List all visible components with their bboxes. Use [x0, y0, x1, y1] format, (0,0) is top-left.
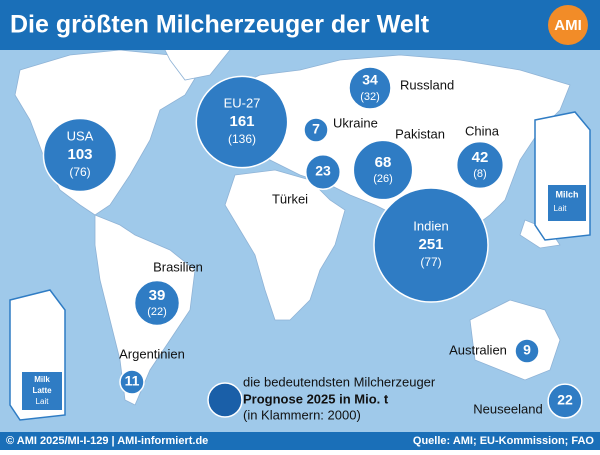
footer-bar: [0, 432, 600, 450]
value-label: 9: [523, 342, 531, 358]
value-label: 42: [472, 149, 489, 166]
value-label: 11: [125, 373, 140, 389]
bubble: [303, 117, 329, 143]
bubble: [373, 187, 489, 303]
value-2000: (32): [360, 91, 380, 103]
country-name: Indien: [413, 218, 448, 233]
carton-right: Milch Lait: [534, 111, 591, 241]
value-2000: (76): [69, 165, 90, 179]
value-label: 22: [557, 392, 573, 408]
value-2000: (136): [228, 132, 256, 146]
value-label: 161: [229, 113, 254, 130]
bubble: [304, 153, 342, 191]
country-name: Russland: [400, 77, 454, 92]
carton-text: Lait: [36, 397, 50, 406]
bubble: [133, 279, 181, 327]
bubble: [42, 117, 118, 193]
country-name: Neuseeland: [473, 401, 542, 416]
value-label: 68: [375, 154, 392, 171]
bubble: [514, 338, 540, 364]
value-label: 34: [362, 72, 378, 88]
footer-left: © AMI 2025/MI-I-129 | AMI-informiert.de: [6, 435, 208, 447]
carton-text: Lait: [554, 204, 568, 213]
value-label: 251: [418, 236, 443, 253]
logo-badge: [548, 5, 588, 45]
bubbles: USA 103 (76) EU-27 161 (136) Russland 34 (32) Ukr…: [42, 66, 583, 419]
value-2000: (77): [420, 255, 441, 269]
country-name: Pakistan: [395, 126, 445, 141]
logo: AMI: [554, 17, 582, 34]
value-2000: (22): [147, 306, 167, 318]
bubble: [119, 369, 145, 395]
carton-left: Milk Latte Lait: [9, 289, 66, 421]
carton-text: Latte: [32, 386, 52, 395]
country-name: China: [465, 123, 500, 138]
value-label: 103: [67, 146, 92, 163]
country-name: Brasilien: [153, 259, 203, 274]
title: Die größten Milcherzeuger der Welt: [10, 11, 430, 39]
value-label: 7: [312, 121, 320, 137]
country-name: Ukraine: [333, 115, 378, 130]
country-name: Argentinien: [119, 346, 185, 361]
legend-symbol: [207, 382, 243, 418]
country-name: USA: [67, 128, 94, 143]
carton-text: Milch: [555, 189, 578, 199]
legend-text: Prognose 2025 in Mio. t: [243, 391, 389, 406]
legend-text: (in Klammern: 2000): [243, 407, 361, 422]
bubble: [455, 140, 505, 190]
legend-text: die bedeutendsten Milcherzeuger: [243, 374, 436, 389]
bubble: [348, 66, 392, 110]
header-bar: [0, 0, 600, 50]
bubble: [195, 75, 289, 169]
bubble: [547, 383, 583, 419]
country-name: EU-27: [224, 95, 261, 110]
value-2000: (26): [373, 173, 393, 185]
value-label: 39: [149, 287, 166, 304]
carton-text: Milk: [34, 375, 50, 384]
footer-right: Quelle: AMI; EU-Kommission; FAO: [413, 435, 595, 447]
country-name: Australien: [449, 342, 507, 357]
country-name: Türkei: [272, 191, 308, 206]
value-label: 23: [315, 163, 331, 179]
value-2000: (8): [473, 168, 486, 180]
bubble: [352, 139, 414, 201]
